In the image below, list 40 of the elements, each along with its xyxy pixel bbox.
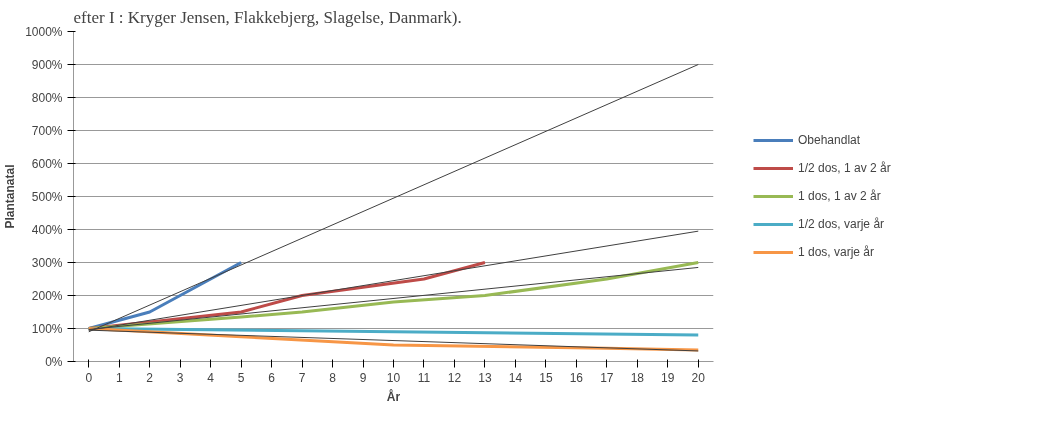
x-tick-label: 15 xyxy=(539,370,553,385)
y-tick-label: 800% xyxy=(31,90,63,105)
x-tick-label: 4 xyxy=(207,370,215,385)
y-tick-label: 100% xyxy=(31,321,63,336)
y-tick-label: 600% xyxy=(31,156,63,171)
y-tick-label: 300% xyxy=(31,255,63,270)
x-tick-label: 5 xyxy=(237,370,245,385)
x-tick-label: 9 xyxy=(359,370,367,385)
legend-label: 1/2 dos, varje år xyxy=(798,217,885,231)
y-tick-label: 900% xyxy=(31,57,63,72)
x-tick-label: 13 xyxy=(478,370,492,385)
y-tick-label: 0% xyxy=(45,354,63,369)
y-axis-title: Plantanatal xyxy=(3,164,18,229)
legend-label: 1 dos, varje år xyxy=(798,245,875,259)
x-tick-label: 6 xyxy=(268,370,276,385)
x-tick-label: 17 xyxy=(600,370,614,385)
x-tick-label: 12 xyxy=(447,370,462,385)
y-tick-label: 1000% xyxy=(25,24,63,39)
x-tick-label: 0 xyxy=(85,370,93,385)
x-tick-label: 18 xyxy=(630,370,645,385)
x-tick-label: 3 xyxy=(176,370,184,385)
x-tick-label: 16 xyxy=(569,370,584,385)
x-tick-label: 20 xyxy=(691,370,706,385)
y-tick-label: 700% xyxy=(31,123,63,138)
x-tick-label: 11 xyxy=(417,370,431,385)
x-tick-label: 7 xyxy=(298,370,306,385)
x-tick-label: 8 xyxy=(329,370,337,385)
x-tick-label: 10 xyxy=(386,370,401,385)
y-tick-label: 500% xyxy=(31,189,63,204)
legend-label: 1/2 dos, 1 av 2 år xyxy=(798,161,891,175)
x-tick-label: 14 xyxy=(508,370,523,385)
legend-label: Obehandlat xyxy=(798,133,861,147)
x-axis-title: År xyxy=(386,388,401,404)
text: efter I : Kryger Jensen, Flakkebjerg, Slagelse, Danmark). xyxy=(73,7,462,27)
legend-label: 1 dos, 1 av 2 år xyxy=(798,189,881,203)
y-tick-label: 400% xyxy=(31,222,63,237)
x-tick-label: 2 xyxy=(146,370,154,385)
x-tick-label: 1 xyxy=(115,370,123,385)
x-tick-label: 19 xyxy=(661,370,675,385)
y-tick-label: 200% xyxy=(31,288,63,303)
